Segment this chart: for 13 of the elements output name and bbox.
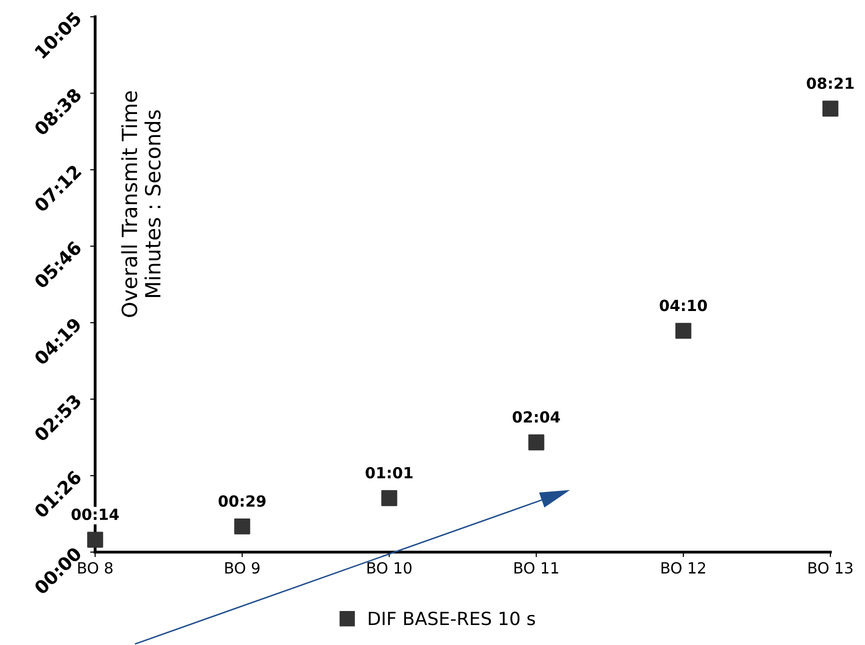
x-tick-label: BO 8: [78, 562, 113, 574]
x-tick-label: BO 9: [225, 562, 260, 574]
data-label: 08:21: [806, 77, 854, 90]
x-tick-label: BO 11: [514, 562, 558, 574]
x-tick-label: BO 12: [662, 562, 706, 574]
data-label: 00:29: [218, 495, 266, 507]
y-axis-title: Overall Transmit Time Minutes : Seconds: [121, 91, 161, 317]
legend-label: DIF BASE-RES 10 s: [368, 612, 535, 626]
data-label: 04:10: [660, 300, 707, 312]
x-tick-label: BO 13: [808, 562, 852, 574]
data-label: 01:01: [366, 466, 413, 478]
data-label: 02:04: [512, 411, 560, 423]
x-tick-label: BO 10: [367, 562, 412, 574]
